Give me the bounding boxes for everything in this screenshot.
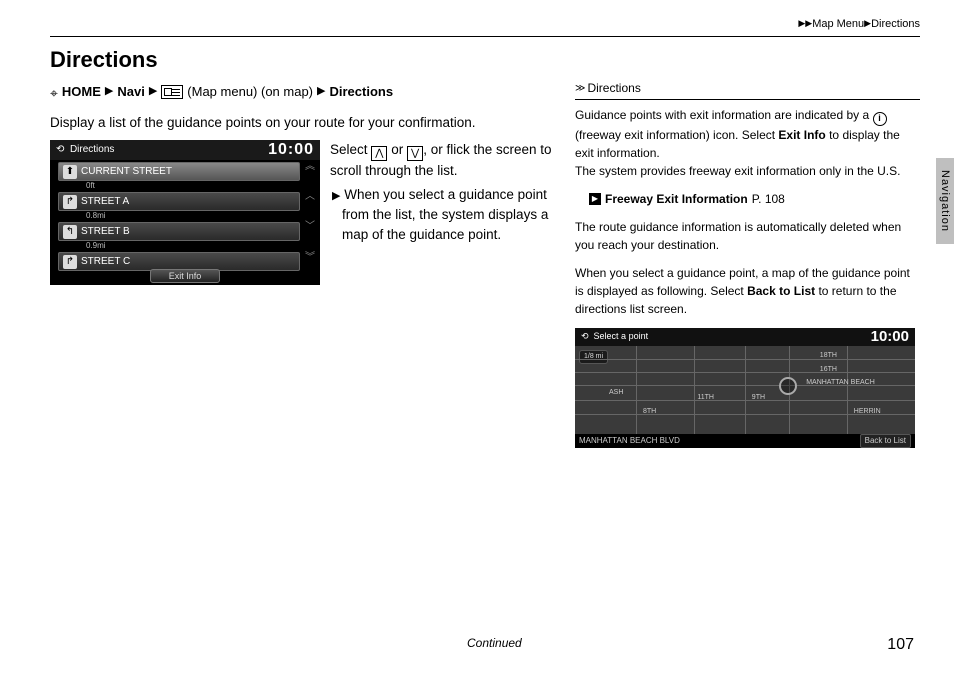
info-icon: i bbox=[873, 112, 887, 126]
header-breadcrumb: ▶▶Map Menu▶Directions bbox=[50, 18, 920, 34]
turn-icon: ↰ bbox=[63, 225, 77, 239]
directions-list-screenshot: ⟲ Directions 10:00 ⬆ CURRENT STREET 0ft … bbox=[50, 140, 320, 285]
guidance-point-icon bbox=[779, 377, 797, 395]
list-item: ⬆ CURRENT STREET bbox=[58, 162, 300, 181]
intro-text: Display a list of the guidance points on… bbox=[50, 113, 555, 133]
page-number: 107 bbox=[887, 636, 914, 654]
section-tab: Navigation bbox=[936, 158, 954, 244]
mapmenu-icon bbox=[161, 85, 183, 99]
up-icon: ⋀ bbox=[371, 146, 387, 161]
cross-reference: ▶ Freeway Exit Information P. 108 bbox=[589, 190, 920, 208]
scrollbar: ︽︿﹀︾ bbox=[304, 162, 316, 263]
nav-path: ⌖ HOME ▶ Navi ▶ (Map menu) (on map) ▶ Di… bbox=[50, 81, 555, 103]
turn-icon: ↱ bbox=[63, 255, 77, 269]
back-to-list-button: Back to List bbox=[860, 434, 911, 448]
sidebar-body: Guidance points with exit information ar… bbox=[575, 99, 920, 448]
turn-icon: ↱ bbox=[63, 195, 77, 209]
instruction-text: Select ⋀ or ⋁, or flick the screen to sc… bbox=[330, 140, 555, 246]
down-icon: ⋁ bbox=[407, 146, 423, 161]
scale-badge: 1/8 mi bbox=[579, 350, 608, 365]
xref-icon: ▶ bbox=[589, 193, 601, 205]
list-item: ↱ STREET A bbox=[58, 192, 300, 211]
page-title: Directions bbox=[50, 47, 920, 73]
map-screenshot: ⟲ Select a point 10:00 1/8 mi bbox=[575, 328, 915, 448]
rule bbox=[50, 36, 920, 37]
exit-info-button: Exit Info bbox=[150, 269, 221, 283]
turn-icon: ⬆ bbox=[63, 165, 77, 179]
list-item: ↰ STREET B bbox=[58, 222, 300, 241]
cursor-icon: ⌖ bbox=[50, 82, 58, 104]
sidebar-title: ≫Directions bbox=[575, 81, 920, 95]
continued-label: Continued bbox=[467, 636, 522, 650]
